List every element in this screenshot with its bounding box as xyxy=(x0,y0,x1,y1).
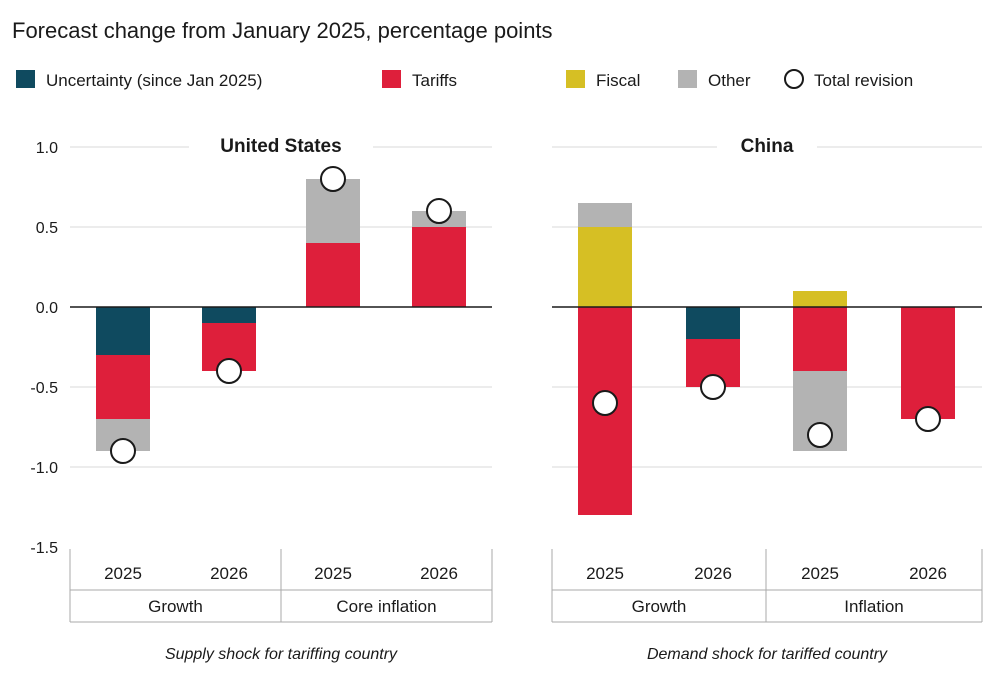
panel-title: China xyxy=(741,136,794,157)
y-tick-label: -1.0 xyxy=(30,460,58,477)
x-tick-label: 2025 xyxy=(801,564,839,583)
panel-title-bg xyxy=(189,133,373,159)
bar-segment-fiscal xyxy=(793,291,847,307)
x-tick-label: 2025 xyxy=(314,564,352,583)
legend-label-fiscal: Fiscal xyxy=(596,71,640,90)
bar-segment-uncertainty xyxy=(96,307,150,355)
panel-china: China 2025 2026 Growth 2025 2026 Inflation Dema… xyxy=(551,133,983,663)
total-revision-marker xyxy=(110,438,136,464)
legend-marker-other xyxy=(678,70,697,88)
legend: Uncertainty (since Jan 2025) Tariffs Fisca… xyxy=(16,69,913,90)
bar-segment-fiscal xyxy=(578,227,632,307)
y-tick-label: -0.5 xyxy=(30,380,58,397)
legend-label-tariffs: Tariffs xyxy=(412,71,457,90)
legend-marker-fiscal xyxy=(566,70,585,88)
total-revision-marker xyxy=(592,390,618,416)
group-label: Growth xyxy=(148,597,203,616)
x-tick-label: 2026 xyxy=(694,564,732,583)
y-tick-label: 1.0 xyxy=(36,140,58,157)
group-label: Inflation xyxy=(844,597,904,616)
bar-segment-tariffs xyxy=(901,307,955,419)
total-revision-marker xyxy=(807,422,833,448)
bar-segment-uncertainty xyxy=(202,307,256,323)
total-revision-marker xyxy=(700,374,726,400)
total-revision-marker xyxy=(320,166,346,192)
bar-segment-uncertainty xyxy=(686,307,740,339)
total-revision-marker xyxy=(915,406,941,432)
bar-segment-tariffs xyxy=(306,243,360,307)
bar-segment-tariffs xyxy=(412,227,466,307)
total-revision-marker xyxy=(216,358,242,384)
legend-label-uncertainty: Uncertainty (since Jan 2025) xyxy=(46,71,262,90)
chart-title: Forecast change from January 2025, perce… xyxy=(12,18,553,43)
total-revision-marker xyxy=(426,198,452,224)
y-tick-label: 0.5 xyxy=(36,220,58,237)
bar-segment-tariffs xyxy=(793,307,847,371)
legend-marker-uncertainty xyxy=(16,70,35,88)
legend-label-total: Total revision xyxy=(814,71,913,90)
x-tick-label: 2026 xyxy=(909,564,947,583)
y-tick-label: 0.0 xyxy=(36,300,58,317)
legend-label-other: Other xyxy=(708,71,751,90)
x-tick-label: 2025 xyxy=(104,564,142,583)
legend-marker-total xyxy=(784,69,804,89)
chart-panels: 1.0 0.5 0.0 -0.5 -1.0 -1.5 United States 2025 20… xyxy=(30,133,983,663)
bar-segment-other xyxy=(578,203,632,227)
panel-note: Demand shock for tariffed country xyxy=(647,646,888,663)
x-tick-label: 2026 xyxy=(420,564,458,583)
panel-united-states: United States 2025 2026 Growth 2025 2026 Core … xyxy=(69,133,493,663)
legend-marker-tariffs xyxy=(382,70,401,88)
y-tick-label: -1.5 xyxy=(30,540,58,557)
group-label: Growth xyxy=(632,597,687,616)
panel-title: United States xyxy=(220,136,341,157)
panel-note: Supply shock for tariffing country xyxy=(165,646,398,663)
x-tick-label: 2026 xyxy=(210,564,248,583)
x-tick-label: 2025 xyxy=(586,564,624,583)
bar-segment-tariffs xyxy=(96,355,150,419)
panel-title-bg xyxy=(717,133,817,159)
group-label: Core inflation xyxy=(336,597,436,616)
